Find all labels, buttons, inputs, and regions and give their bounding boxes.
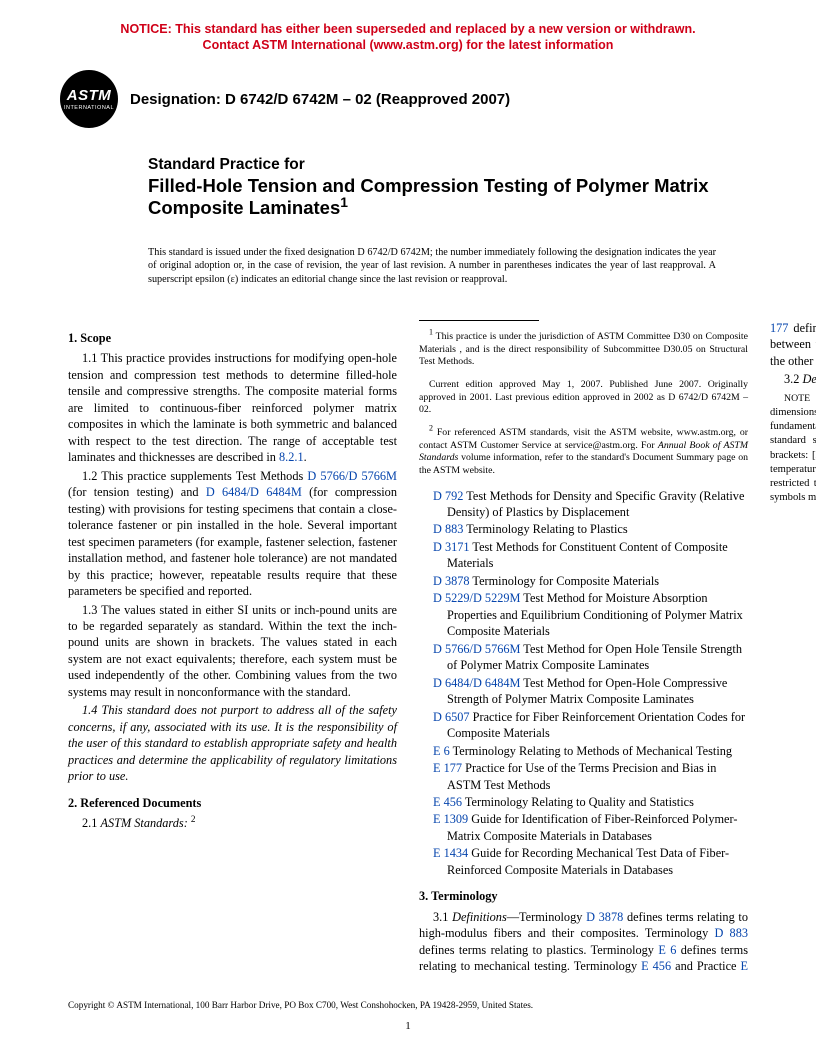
ref-code[interactable]: D 6484/D 6484M xyxy=(433,676,520,690)
xref-d5766[interactable]: D 5766/D 5766M xyxy=(307,469,397,483)
ref-text: Terminology Relating to Quality and Stat… xyxy=(462,795,694,809)
notice-line1: NOTICE: This standard has either been su… xyxy=(120,22,695,36)
header: ASTM INTERNATIONAL Designation: D 6742/D… xyxy=(60,70,756,128)
ref-item: D 5766/D 5766M Test Method for Open Hole… xyxy=(419,641,748,674)
referenced-standards-list: D 792 Test Methods for Density and Speci… xyxy=(419,488,748,879)
xref-d6484[interactable]: D 6484/D 6484M xyxy=(206,485,302,499)
title-block: Standard Practice for Filled-Hole Tensio… xyxy=(148,156,726,219)
xref-8-2-1[interactable]: 8.2.1 xyxy=(279,450,304,464)
ref-code[interactable]: E 1309 xyxy=(433,812,468,826)
para-1-4: 1.4 This standard does not purport to ad… xyxy=(68,702,397,784)
ref-code[interactable]: D 792 xyxy=(433,489,463,503)
body-columns: 1. Scope 1.1 This practice provides inst… xyxy=(68,320,748,976)
ref-code[interactable]: D 883 xyxy=(433,522,463,536)
logo-top: ASTM xyxy=(67,87,112,104)
ref-text: Test Methods for Constituent Content of … xyxy=(447,540,728,570)
title-main: Filled-Hole Tension and Compression Test… xyxy=(148,175,726,219)
ref-text: Terminology Relating to Plastics xyxy=(463,522,627,536)
ref-text: Practice for Use of the Terms Precision … xyxy=(447,761,716,791)
para-2-1: 2.1 ASTM Standards: 2 xyxy=(68,815,397,831)
ref-item: E 177 Practice for Use of the Terms Prec… xyxy=(419,760,748,793)
ref-item: D 792 Test Methods for Density and Speci… xyxy=(419,488,748,521)
ref-item: D 3171 Test Methods for Constituent Cont… xyxy=(419,539,748,572)
title-pre: Standard Practice for xyxy=(148,156,726,175)
designation: Designation: D 6742/D 6742M – 02 (Reappr… xyxy=(130,91,510,108)
notice: NOTICE: This standard has either been su… xyxy=(0,22,816,53)
ref-item: E 6 Terminology Relating to Methods of M… xyxy=(419,743,748,759)
ref-code[interactable]: E 6 xyxy=(433,744,450,758)
copyright: Copyright © ASTM International, 100 Barr… xyxy=(68,1000,533,1010)
para-1-3: 1.3 The values stated in either SI units… xyxy=(68,602,397,701)
ref-code[interactable]: E 177 xyxy=(433,761,462,775)
ref-text: Guide for Identification of Fiber-Reinfo… xyxy=(447,812,737,842)
para-3-2: 3.2 Definitions of Terms Specific to Thi… xyxy=(770,371,816,387)
footnote-rule xyxy=(419,320,539,321)
footnote-1: 1 This practice is under the jurisdictio… xyxy=(419,331,748,369)
xref-d883[interactable]: D 883 xyxy=(714,926,748,940)
section-2-heading: 2. Referenced Documents xyxy=(68,795,397,811)
ref-code[interactable]: D 6507 xyxy=(433,710,470,724)
issuance-note: This standard is issued under the fixed … xyxy=(148,246,716,286)
notice-line2: Contact ASTM International (www.astm.org… xyxy=(203,38,614,52)
ref-text: Practice for Fiber Reinforcement Orienta… xyxy=(447,710,745,740)
ref-item: E 456 Terminology Relating to Quality an… xyxy=(419,794,748,810)
ref-code[interactable]: D 5229/D 5229M xyxy=(433,591,520,605)
ref-text: Terminology Relating to Methods of Mecha… xyxy=(450,744,732,758)
page-number: 1 xyxy=(0,1020,816,1032)
ref-code[interactable]: D 5766/D 5766M xyxy=(433,642,520,656)
ref-item: D 5229/D 5229M Test Method for Moisture … xyxy=(419,590,748,639)
para-1-2: 1.2 This practice supplements Test Metho… xyxy=(68,468,397,600)
para-1-1: 1.1 This practice provides instructions … xyxy=(68,350,397,465)
xref-e456[interactable]: E 456 xyxy=(641,959,671,973)
section-3-heading: 3. Terminology xyxy=(419,888,748,904)
xref-e6[interactable]: E 6 xyxy=(658,943,676,957)
note-1: NOTE 1—If the term represents a physical… xyxy=(770,392,816,506)
ref-item: E 1434 Guide for Recording Mechanical Te… xyxy=(419,845,748,878)
ref-item: D 6507 Practice for Fiber Reinforcement … xyxy=(419,709,748,742)
ref-code[interactable]: E 456 xyxy=(433,795,462,809)
ref-text: Test Methods for Density and Specific Gr… xyxy=(447,489,744,519)
ref-item: E 1309 Guide for Identification of Fiber… xyxy=(419,811,748,844)
footnote-1b: Current edition approved May 1, 2007. Pu… xyxy=(419,379,748,417)
ref-item: D 3878 Terminology for Composite Materia… xyxy=(419,573,748,589)
ref-code[interactable]: D 3878 xyxy=(433,574,470,588)
ref-code[interactable]: D 3171 xyxy=(433,540,470,554)
ref-item: D 6484/D 6484M Test Method for Open-Hole… xyxy=(419,675,748,708)
section-1-heading: 1. Scope xyxy=(68,330,397,346)
ref-code[interactable]: E 1434 xyxy=(433,846,468,860)
ref-item: D 883 Terminology Relating to Plastics xyxy=(419,521,748,537)
logo-bottom: INTERNATIONAL xyxy=(64,105,114,111)
xref-d3878[interactable]: D 3878 xyxy=(586,910,623,924)
footnote-block: 1 This practice is under the jurisdictio… xyxy=(419,320,748,478)
astm-logo: ASTM INTERNATIONAL xyxy=(60,70,118,128)
ref-text: Guide for Recording Mechanical Test Data… xyxy=(447,846,729,876)
footnote-2: 2 For referenced ASTM standards, visit t… xyxy=(419,427,748,478)
ref-text: Terminology for Composite Materials xyxy=(470,574,660,588)
